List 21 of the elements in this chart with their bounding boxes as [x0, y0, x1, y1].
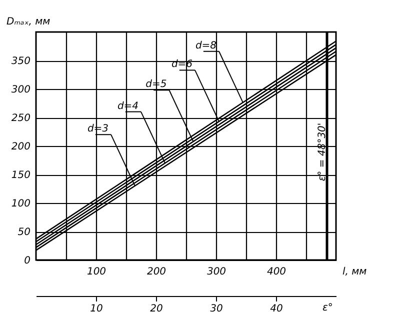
y-tick-label: 100: [11, 198, 30, 210]
x-tick-label: 200: [146, 266, 166, 278]
x2-axis-title: ε°: [322, 302, 333, 314]
x-tick-label: 400: [266, 266, 286, 278]
y-tick-label: 350: [11, 56, 30, 67]
x-axis-title: l, мм: [342, 266, 368, 278]
x2-tick-label: 40: [270, 304, 283, 314]
x2-tick-label: 10: [90, 304, 103, 314]
y-axis-title: Dₘₐₓ, мм: [6, 16, 51, 28]
x-tick-label: 300: [206, 266, 226, 278]
annotation: d=8: [195, 40, 217, 52]
ref-line-label: ε° = 48°30': [317, 122, 328, 182]
y-tick-label: 300: [11, 84, 30, 96]
y-tick-label: 150: [11, 170, 30, 181]
x2-tick-label: 30: [210, 304, 223, 314]
x2-tick-label: 20: [150, 304, 163, 314]
y-tick-label: 250: [11, 113, 30, 124]
y-tick-label: 200: [11, 142, 30, 152]
y-tick-label: 0: [24, 256, 30, 266]
y-tick-label: 50: [18, 227, 30, 238]
x-tick-label: 100: [86, 266, 106, 278]
